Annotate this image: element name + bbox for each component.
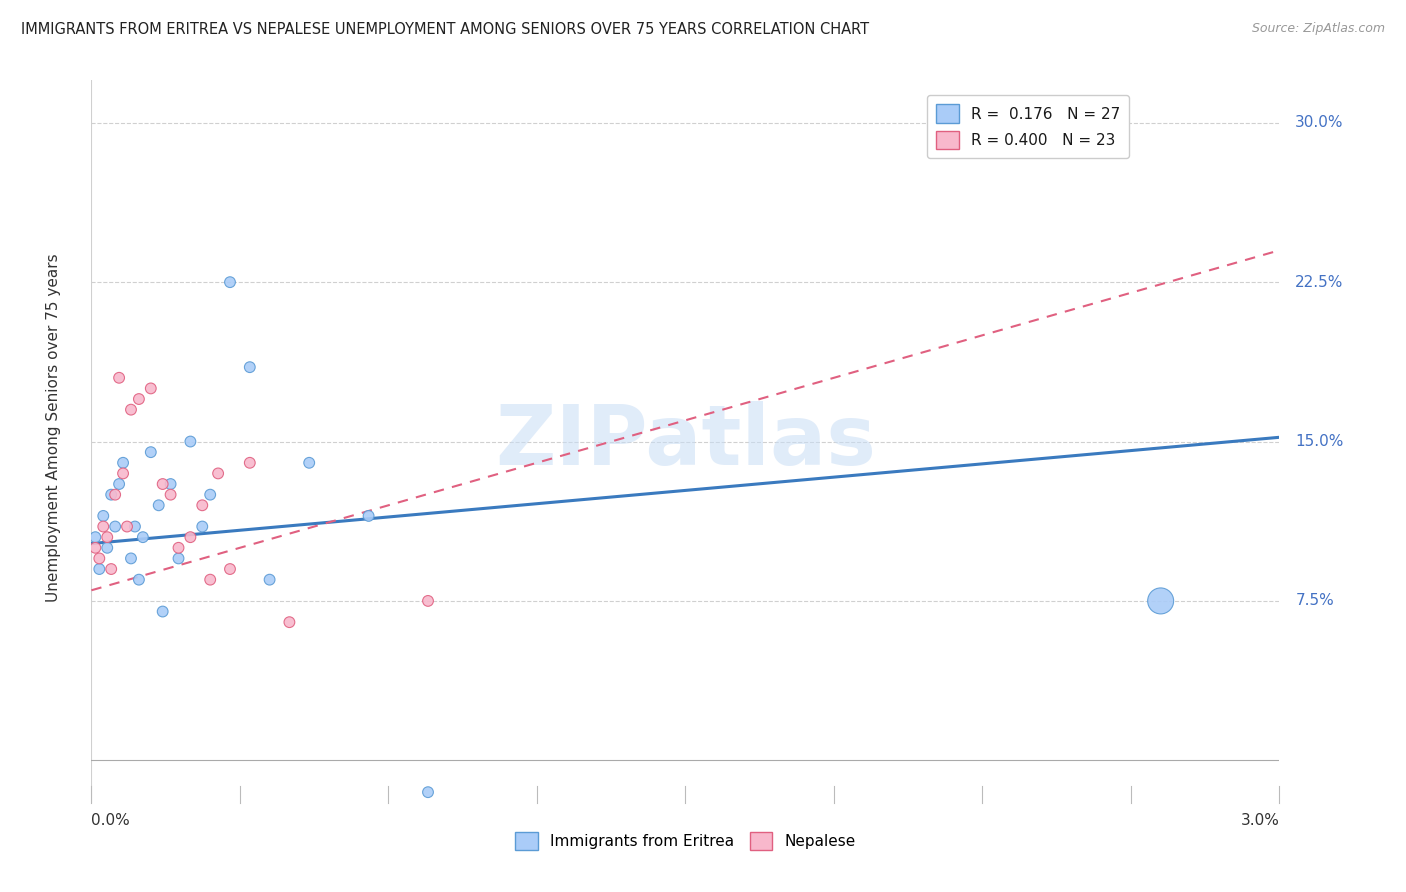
Point — [112, 467, 135, 481]
Point — [89, 562, 111, 576]
Point — [179, 434, 201, 449]
Point — [198, 573, 221, 587]
Text: 3.0%: 3.0% — [1240, 814, 1279, 829]
Point — [159, 488, 181, 502]
Point — [191, 498, 214, 512]
Point — [239, 456, 262, 470]
Point — [357, 508, 380, 523]
Point — [104, 519, 127, 533]
Text: 0.0%: 0.0% — [91, 814, 131, 829]
Point — [120, 551, 142, 566]
Point — [139, 381, 162, 395]
Point — [207, 467, 229, 481]
Point — [115, 519, 138, 533]
Point — [91, 508, 114, 523]
Point — [108, 477, 131, 491]
Point — [416, 785, 439, 799]
Point — [152, 477, 174, 491]
Point — [298, 456, 321, 470]
Point — [219, 275, 242, 289]
Point — [96, 541, 118, 555]
Point — [89, 551, 111, 566]
Point — [167, 551, 190, 566]
Point — [239, 360, 262, 375]
Point — [124, 519, 146, 533]
Point — [259, 573, 281, 587]
Text: 15.0%: 15.0% — [1295, 434, 1344, 449]
Text: ZIPatlas: ZIPatlas — [495, 401, 876, 482]
Point — [108, 371, 131, 385]
Text: 22.5%: 22.5% — [1295, 275, 1344, 290]
Point — [91, 519, 114, 533]
Point — [416, 594, 439, 608]
Point — [148, 498, 170, 512]
Point — [84, 541, 107, 555]
Text: Source: ZipAtlas.com: Source: ZipAtlas.com — [1251, 22, 1385, 36]
Text: Unemployment Among Seniors over 75 years: Unemployment Among Seniors over 75 years — [46, 254, 60, 602]
Point — [179, 530, 201, 544]
Legend: Immigrants from Eritrea, Nepalese: Immigrants from Eritrea, Nepalese — [509, 826, 862, 856]
Point — [198, 488, 221, 502]
Point — [191, 519, 214, 533]
Point — [100, 562, 122, 576]
Point — [167, 541, 190, 555]
Point — [100, 488, 122, 502]
Text: 30.0%: 30.0% — [1295, 115, 1344, 130]
Text: IMMIGRANTS FROM ERITREA VS NEPALESE UNEMPLOYMENT AMONG SENIORS OVER 75 YEARS COR: IMMIGRANTS FROM ERITREA VS NEPALESE UNEM… — [21, 22, 869, 37]
Point — [128, 573, 150, 587]
Point — [132, 530, 155, 544]
Point — [112, 456, 135, 470]
Point — [219, 562, 242, 576]
Point — [128, 392, 150, 406]
Point — [84, 530, 107, 544]
Point — [139, 445, 162, 459]
Text: 7.5%: 7.5% — [1295, 593, 1334, 608]
Point — [278, 615, 301, 630]
Point — [152, 605, 174, 619]
Point — [96, 530, 118, 544]
Point — [104, 488, 127, 502]
Point — [120, 402, 142, 417]
Point — [159, 477, 181, 491]
Point — [1149, 594, 1171, 608]
